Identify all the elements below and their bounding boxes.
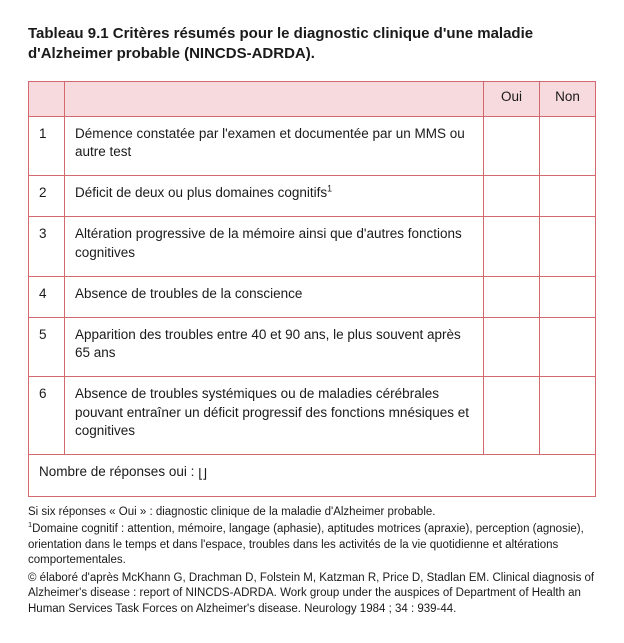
footer-cell: Nombre de réponses oui : ⌊⌋: [29, 455, 596, 497]
table-row: 3Altération progressive de la mémoire ai…: [29, 217, 596, 276]
header-oui: Oui: [484, 81, 540, 116]
cell-oui: [484, 176, 540, 217]
footer-row: Nombre de réponses oui : ⌊⌋: [29, 455, 596, 497]
footer-label: Nombre de réponses oui :: [39, 464, 198, 479]
table-row: 2Déficit de deux ou plus domaines cognit…: [29, 176, 596, 217]
row-criterion: Démence constatée par l'examen et docume…: [65, 116, 484, 175]
count-box-icon: ⌊⌋: [198, 466, 206, 484]
cell-oui: [484, 318, 540, 377]
footnote-3: © élaboré d'après McKhann G, Drachman D,…: [28, 571, 596, 618]
row-number: 5: [29, 318, 65, 377]
row-number: 3: [29, 217, 65, 276]
row-number: 1: [29, 116, 65, 175]
criteria-body: 1Démence constatée par l'examen et docum…: [29, 116, 596, 454]
cell-oui: [484, 116, 540, 175]
criteria-table: Oui Non 1Démence constatée par l'examen …: [28, 81, 596, 497]
footnote-1: Si six réponses « Oui » : diagnostic cli…: [28, 505, 596, 521]
row-criterion: Absence de troubles de la conscience: [65, 276, 484, 317]
cell-oui: [484, 377, 540, 455]
cell-non: [540, 116, 596, 175]
row-number: 2: [29, 176, 65, 217]
row-criterion: Apparition des troubles entre 40 et 90 a…: [65, 318, 484, 377]
cell-non: [540, 318, 596, 377]
header-row: Oui Non: [29, 81, 596, 116]
cell-oui: [484, 276, 540, 317]
header-blank-2: [65, 81, 484, 116]
cell-non: [540, 377, 596, 455]
table-row: 1Démence constatée par l'examen et docum…: [29, 116, 596, 175]
row-number: 6: [29, 377, 65, 455]
table-row: 4Absence de troubles de la conscience: [29, 276, 596, 317]
footnote-2: 1Domaine cognitif : attention, mémoire, …: [28, 522, 596, 569]
footnotes: Si six réponses « Oui » : diagnostic cli…: [28, 505, 596, 618]
row-criterion: Déficit de deux ou plus domaines cogniti…: [65, 176, 484, 217]
row-number: 4: [29, 276, 65, 317]
row-criterion: Altération progressive de la mémoire ain…: [65, 217, 484, 276]
row-sup: 1: [327, 184, 332, 194]
table-title: Tableau 9.1 Critères résumés pour le dia…: [28, 24, 596, 65]
cell-oui: [484, 217, 540, 276]
cell-non: [540, 176, 596, 217]
table-row: 6Absence de troubles systémiques ou de m…: [29, 377, 596, 455]
row-criterion: Absence de troubles systémiques ou de ma…: [65, 377, 484, 455]
header-blank-1: [29, 81, 65, 116]
cell-non: [540, 276, 596, 317]
table-row: 5Apparition des troubles entre 40 et 90 …: [29, 318, 596, 377]
footnote-2-text: Domaine cognitif : attention, mémoire, l…: [28, 523, 584, 566]
cell-non: [540, 217, 596, 276]
header-non: Non: [540, 81, 596, 116]
